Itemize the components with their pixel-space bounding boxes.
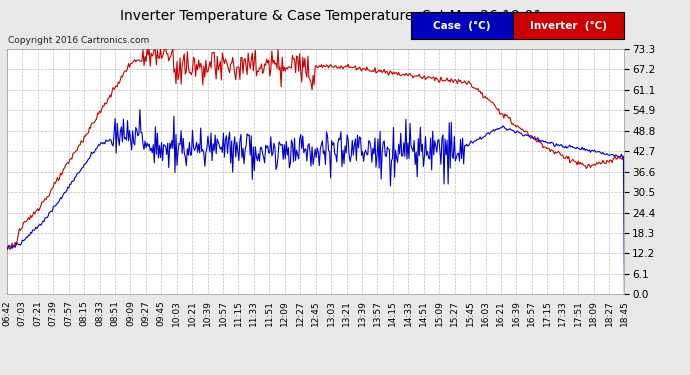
Text: Inverter Temperature & Case Temperature  Sat Mar 26 19:01: Inverter Temperature & Case Temperature … xyxy=(120,9,542,23)
Text: Copyright 2016 Cartronics.com: Copyright 2016 Cartronics.com xyxy=(8,36,150,45)
Text: Inverter  (°C): Inverter (°C) xyxy=(530,21,607,30)
Text: Case  (°C): Case (°C) xyxy=(433,21,491,30)
